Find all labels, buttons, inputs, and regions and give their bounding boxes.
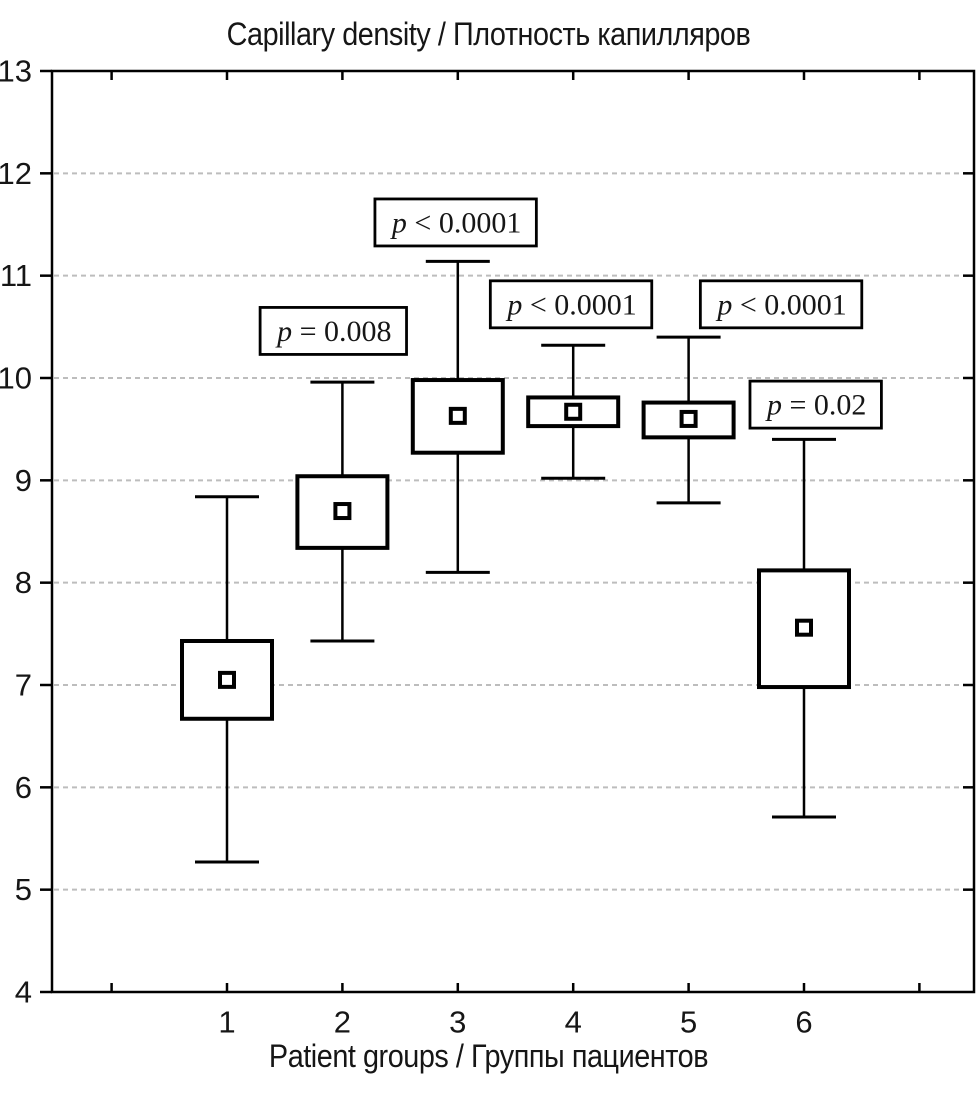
x-axis-tick-label: 5 [680,1005,697,1040]
x-axis-tick-label: 6 [795,1005,812,1040]
plot-frame [50,69,976,994]
x-axis-title: Patient groups / Группы пациентов [268,1038,709,1074]
p-value-text: p < 0.0001 [390,206,521,239]
box-group-6 [757,437,851,819]
p-value-box [373,197,538,248]
mean-marker [448,406,467,425]
p-value-label-5: p = 0.02 [748,379,883,430]
box-group-5 [641,335,736,505]
mean-marker [218,670,236,689]
y-axis-tick-label: 4 [15,975,32,1010]
p-value-label-2: p < 0.0001 [373,197,538,248]
x-axis-tick-label: 4 [565,1005,582,1040]
y-axis-tick-label: 5 [15,872,32,907]
mean-marker [333,502,352,521]
p-value-text: p = 0.008 [275,314,391,347]
mean-marker [564,402,583,421]
x-axis-tick-label: 1 [218,1005,235,1040]
y-axis-tick-label: 6 [15,770,32,805]
x-axis-tick-label: 3 [449,1005,466,1040]
p-value-box [488,279,654,330]
mean-marker [679,409,698,428]
box-rect [295,474,390,550]
p-value-label-1: p = 0.008 [258,306,408,356]
y-axis-tick-label: 13 [0,54,32,89]
y-axis-tick-label: 10 [0,361,32,396]
y-axis-tick-label: 7 [15,668,32,703]
box-group-1 [180,495,274,864]
box-group-3 [410,259,505,574]
x-axis-tick-label: 2 [334,1005,351,1040]
y-axis-tick-label: 12 [0,156,32,191]
y-axis-tick-label: 9 [15,463,32,498]
p-value-text: p = 0.02 [765,388,866,421]
p-value-box [698,279,864,330]
p-value-label-3: p < 0.0001 [488,279,654,330]
y-axis-tick-label: 11 [0,258,32,293]
chart-title: Capillary density / Плотность капилляров [226,16,751,52]
y-axis-tick-label: 8 [15,565,32,600]
mean-marker [795,618,813,637]
p-value-box [258,306,408,356]
box-group-4 [526,343,621,480]
p-value-label-4: p < 0.0001 [698,279,864,330]
p-value-box [748,379,883,430]
box-group-2 [295,380,390,643]
box-rect [641,400,736,440]
p-value-text: p < 0.0001 [505,288,636,321]
box-rect [410,378,505,455]
p-value-text: p < 0.0001 [715,288,846,321]
